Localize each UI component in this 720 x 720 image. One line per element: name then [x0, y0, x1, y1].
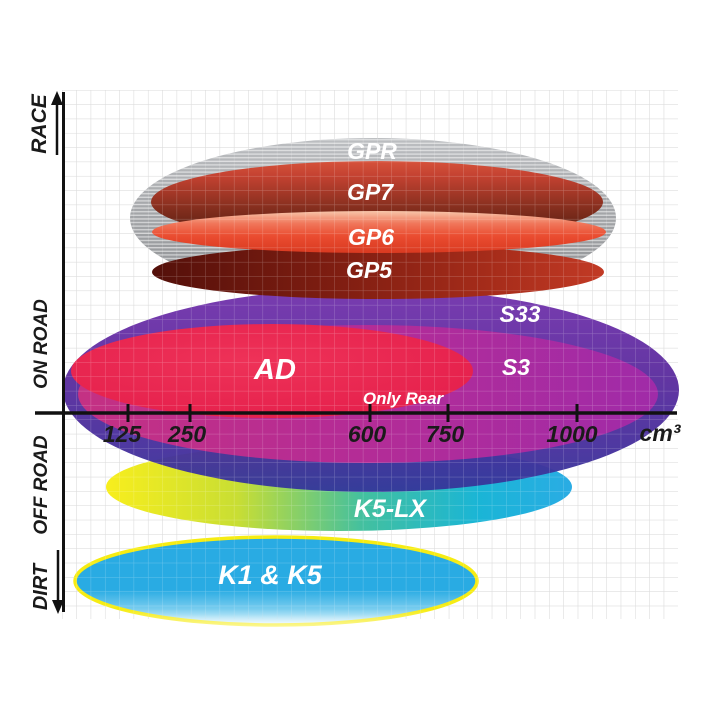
k1k5-label: K1 & K5 — [218, 560, 323, 590]
tick-label-750: 750 — [426, 421, 465, 447]
x-axis-ticks — [126, 404, 579, 422]
s3-label: S3 — [502, 354, 530, 380]
gp7-label: GP7 — [347, 179, 394, 205]
x-axis-unit-label: cm³ — [640, 420, 682, 446]
tick-label-125: 125 — [103, 421, 143, 447]
race-label: RACE — [28, 93, 51, 153]
ad-label: AD — [253, 354, 296, 386]
x-axis-tick-labels: 125 250 600 750 1000 cm³ — [103, 420, 682, 447]
gp6-label: GP6 — [348, 224, 394, 250]
usage-axis-labels: RACE ON ROAD OFF ROAD DIRT — [28, 91, 64, 614]
grid-overlay — [62, 90, 678, 619]
axes: 125 250 600 750 1000 cm³ — [35, 92, 682, 612]
only-rear-label: Only Rear — [363, 389, 445, 408]
s33-label: S33 — [500, 301, 541, 327]
on-road-label: ON ROAD — [31, 299, 52, 389]
tick-label-250: 250 — [167, 421, 207, 447]
k5lx-label: K5-LX — [354, 495, 428, 523]
race-up-arrow-icon — [51, 91, 63, 155]
region-labels: GPR GP7 GP6 GP5 S33 S3 AD Only Rear K5-L… — [218, 138, 540, 590]
off-road-label: OFF ROAD — [31, 435, 52, 534]
tick-label-1000: 1000 — [546, 421, 597, 447]
gp5-label: GP5 — [346, 257, 393, 283]
gpr-label: GPR — [347, 138, 397, 164]
dirt-label: DIRT — [30, 562, 52, 610]
dirt-down-arrow-icon — [52, 550, 64, 614]
tick-label-600: 600 — [348, 421, 387, 447]
